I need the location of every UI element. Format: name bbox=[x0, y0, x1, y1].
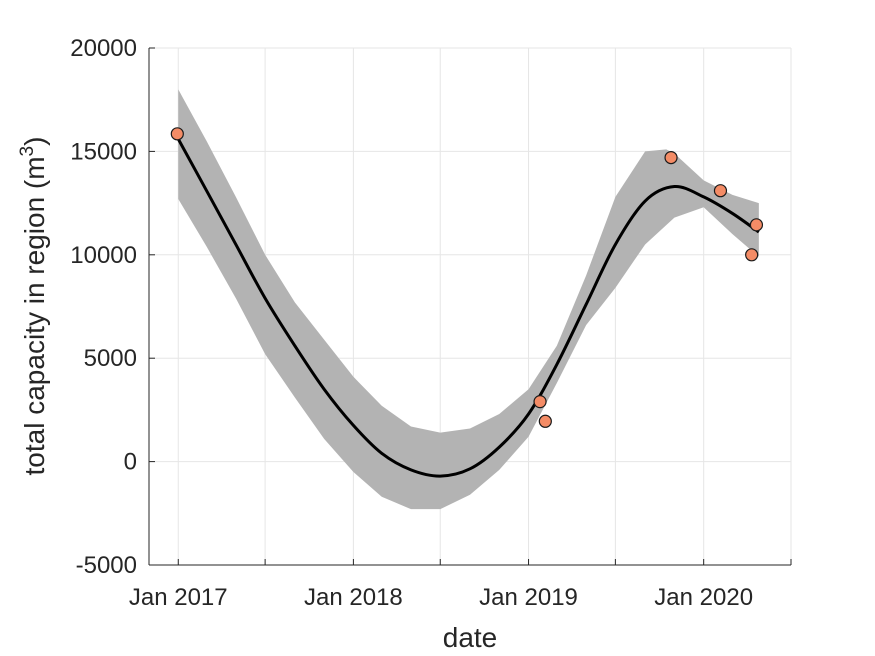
y-tick-label: 20000 bbox=[70, 35, 137, 62]
data-point bbox=[713, 184, 728, 198]
tick-marks bbox=[149, 47, 792, 566]
y-axis-label: total capacity in region (m3) bbox=[17, 137, 50, 476]
y-tick-label: 5000 bbox=[84, 345, 137, 372]
data-points bbox=[170, 127, 764, 428]
y-tick-label: 15000 bbox=[70, 138, 137, 165]
y-axis-label-superscript: 3 bbox=[17, 146, 38, 157]
x-tick-label: Jan 2020 bbox=[654, 584, 753, 611]
x-tick-labels: Jan 2017 Jan 2018 Jan 2019 Jan 2020 bbox=[129, 584, 753, 611]
confidence-band-group bbox=[178, 89, 759, 510]
x-tick-label: Jan 2017 bbox=[129, 584, 228, 611]
y-tick-labels: -5000 0 5000 10000 15000 20000 bbox=[70, 35, 137, 579]
x-axis-label: date bbox=[443, 622, 498, 653]
grid bbox=[149, 47, 792, 566]
data-point bbox=[533, 395, 547, 409]
fit-line bbox=[176, 138, 760, 478]
data-point bbox=[745, 248, 759, 262]
y-tick-label: 0 bbox=[124, 449, 137, 476]
data-point bbox=[170, 127, 184, 141]
confidence-band bbox=[178, 89, 759, 510]
fit-line-group bbox=[176, 138, 760, 478]
x-tick-label: Jan 2019 bbox=[479, 584, 578, 611]
data-point bbox=[538, 414, 552, 428]
axes bbox=[148, 48, 791, 566]
y-tick-label: -5000 bbox=[76, 552, 137, 579]
y-axis-label-text: total capacity in region (m bbox=[19, 156, 50, 475]
data-point bbox=[664, 151, 678, 165]
data-point bbox=[749, 218, 764, 232]
y-axis-label-close: ) bbox=[19, 137, 50, 146]
y-tick-label: 10000 bbox=[70, 242, 137, 269]
x-tick-label: Jan 2018 bbox=[304, 584, 403, 611]
